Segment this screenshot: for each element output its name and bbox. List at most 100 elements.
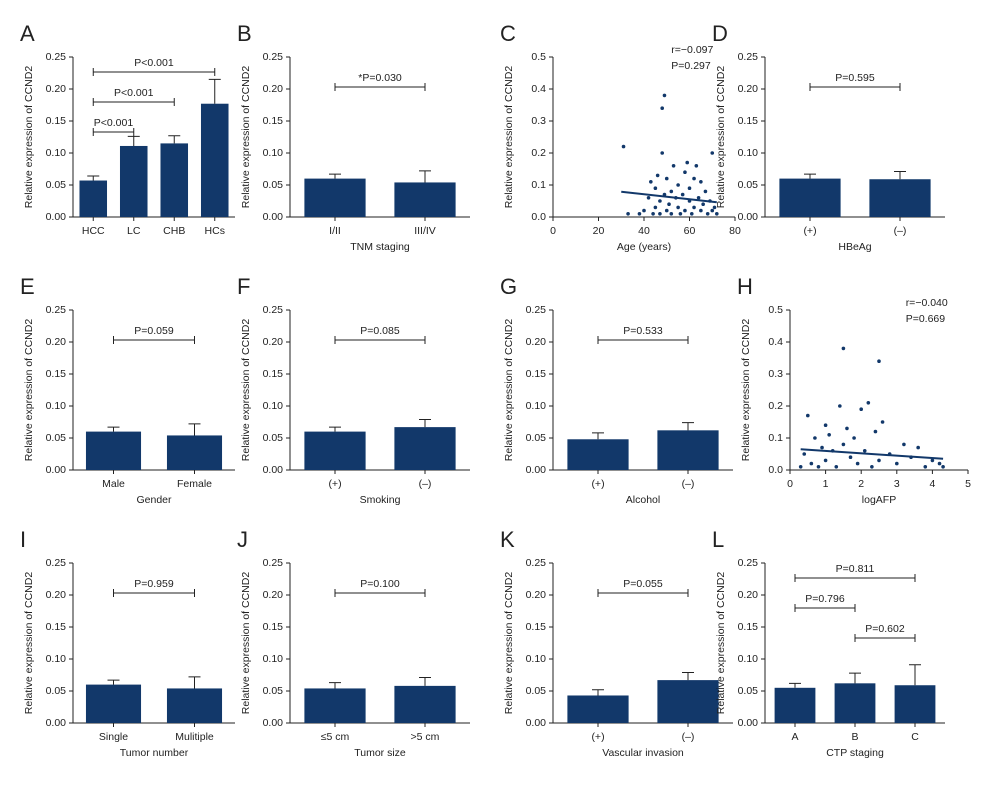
scatter-point xyxy=(705,212,710,216)
x-axis-label: Tumor number xyxy=(120,747,189,759)
scatter-point xyxy=(852,436,856,440)
bar xyxy=(567,439,629,470)
y-tick-label: 0.25 xyxy=(738,51,759,63)
y-axis-label: Relative expression of CCND2 xyxy=(715,66,727,209)
y-tick-label: 0.00 xyxy=(526,717,547,729)
error-bar xyxy=(107,426,120,432)
bar xyxy=(657,430,719,470)
scatter-point xyxy=(662,93,667,98)
x-tick-label: Female xyxy=(177,478,212,490)
significance-bracket xyxy=(334,336,426,344)
scatter-point xyxy=(820,445,824,450)
y-tick-label: 0.05 xyxy=(738,179,759,191)
significance-label: P=0.796 xyxy=(805,593,845,605)
significance-label: P=0.595 xyxy=(835,72,875,84)
significance-label: P=0.100 xyxy=(360,578,400,590)
scatter-point xyxy=(660,106,664,110)
y-tick-label: 0.25 xyxy=(263,557,284,569)
x-tick-label: 2 xyxy=(858,478,864,490)
panel-letter: H xyxy=(737,274,753,299)
scatter-point xyxy=(816,465,821,469)
x-tick-label: 1 xyxy=(823,478,829,490)
scatter-point xyxy=(655,173,660,178)
bar xyxy=(166,435,223,470)
scatter-point xyxy=(651,212,655,216)
y-tick-label: 0.25 xyxy=(738,557,759,569)
scatter-point xyxy=(823,458,828,463)
scatter-point xyxy=(646,196,651,200)
scatter-point xyxy=(637,212,642,216)
y-tick-label: 0.4 xyxy=(531,83,546,95)
significance-bracket xyxy=(597,336,689,344)
error-bar xyxy=(804,173,816,179)
x-tick-label: 40 xyxy=(638,225,650,237)
scatter-point xyxy=(877,458,881,463)
x-tick-label: 0 xyxy=(550,225,556,237)
scatter-point xyxy=(916,445,920,450)
y-tick-label: 0.20 xyxy=(263,336,284,348)
x-axis-label: logAFP xyxy=(862,494,896,506)
x-tick-label: (+) xyxy=(591,731,604,743)
scatter-point xyxy=(823,423,828,428)
bar xyxy=(869,179,931,217)
y-tick-label: 0.10 xyxy=(263,400,284,412)
x-tick-label: (+) xyxy=(328,478,341,490)
bar xyxy=(834,683,876,723)
significance-label: P<0.001 xyxy=(114,87,154,99)
error-bar xyxy=(592,689,604,696)
bar xyxy=(394,685,456,723)
bar xyxy=(200,103,229,217)
y-axis-label: Relative expression of CCND2 xyxy=(740,319,752,462)
scatter-point xyxy=(827,433,831,437)
scatter-point xyxy=(895,461,899,466)
scatter-point xyxy=(873,429,878,434)
y-tick-label: 0.05 xyxy=(46,179,67,191)
panel-letter: L xyxy=(712,527,724,552)
panel-letter: J xyxy=(237,527,248,552)
y-tick-label: 0.0 xyxy=(531,211,546,223)
scatter-point xyxy=(692,205,696,210)
x-tick-label: 3 xyxy=(894,478,900,490)
scatter-point xyxy=(712,205,717,210)
scatter-point xyxy=(845,426,849,431)
significance-label: P=0.059 xyxy=(134,325,174,337)
scatter-point xyxy=(683,208,687,213)
y-tick-label: 0.15 xyxy=(46,621,67,633)
scatter-point xyxy=(667,202,671,206)
scatter-point xyxy=(653,186,658,190)
y-tick-label: 0.20 xyxy=(526,589,547,601)
scatter-point xyxy=(862,449,867,453)
scatter-point xyxy=(680,192,685,197)
scatter-point xyxy=(660,151,664,155)
y-tick-label: 0.05 xyxy=(263,432,284,444)
bar xyxy=(85,431,142,470)
error-bar xyxy=(789,682,801,688)
scatter-point xyxy=(841,442,846,447)
y-tick-label: 0.00 xyxy=(526,464,547,476)
y-tick-label: 0.05 xyxy=(526,432,547,444)
error-bar xyxy=(419,170,431,183)
x-tick-label: B xyxy=(851,731,858,743)
scatter-point xyxy=(658,199,662,203)
y-tick-label: 0.0 xyxy=(768,464,783,476)
bar xyxy=(774,687,816,723)
significance-label: P=0.055 xyxy=(623,578,663,590)
y-tick-label: 0.3 xyxy=(531,115,546,127)
y-tick-label: 0.15 xyxy=(738,621,759,633)
bar xyxy=(394,427,456,470)
x-tick-label: HCC xyxy=(82,225,105,237)
scatter-point xyxy=(676,183,680,187)
y-tick-label: 0.2 xyxy=(768,400,783,412)
scatter-point xyxy=(687,186,692,190)
x-tick-label: 5 xyxy=(965,478,971,490)
error-bar xyxy=(682,671,694,681)
significance-bracket xyxy=(92,68,216,76)
panel-letter: B xyxy=(237,21,252,46)
scatter-point xyxy=(676,205,680,210)
scatter-point xyxy=(859,407,863,412)
panel-letter: E xyxy=(20,274,35,299)
y-tick-label: 0.20 xyxy=(526,336,547,348)
scatter-point xyxy=(642,208,646,213)
scatter-point xyxy=(870,465,874,469)
